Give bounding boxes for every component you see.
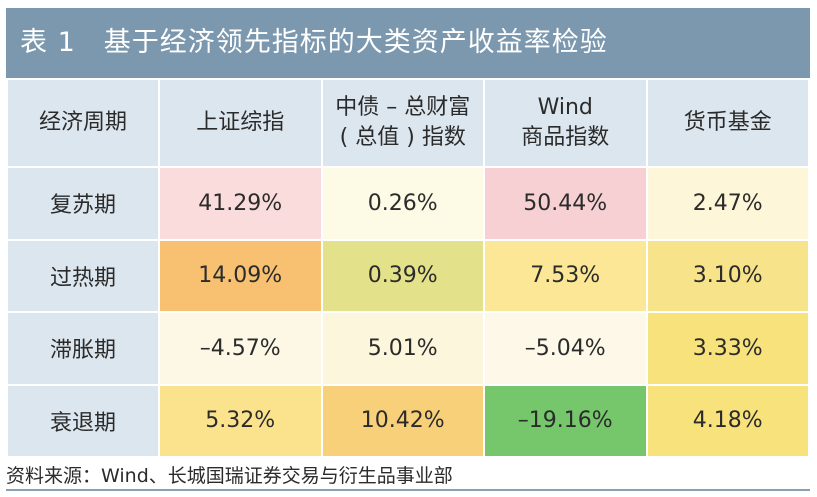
header-money-fund: 货币基金	[647, 80, 808, 166]
table-cell: 2.47%	[647, 168, 808, 239]
table-cell: –4.57%	[160, 313, 321, 384]
header-chinabond-index: 中债 – 总财富 ( 总值 ) 指数	[322, 80, 483, 166]
source-note: 资料来源：Wind、长城国瑞证券交易与衍生品事业部	[6, 465, 453, 487]
table-cell: 7.53%	[485, 240, 646, 311]
table-cell: 10.42%	[322, 385, 483, 456]
table-row: 过热期 14.09% 0.39% 7.53% 3.10%	[8, 240, 808, 311]
table-cell: 14.09%	[160, 240, 321, 311]
table-cell: 5.32%	[160, 385, 321, 456]
header-chinabond-line2: ( 总值 ) 指数	[339, 125, 466, 150]
header-wind-line1: Wind	[537, 95, 593, 120]
table-row: 复苏期 41.29% 0.26% 50.44% 2.47%	[8, 168, 808, 239]
table-cell: 4.18%	[647, 385, 808, 456]
table-cell: 5.01%	[322, 313, 483, 384]
table-cell: 0.39%	[322, 240, 483, 311]
row-phase-label: 滞胀期	[8, 313, 158, 384]
header-wind-commodity: Wind 商品指数	[485, 80, 646, 166]
table-cell: 3.33%	[647, 313, 808, 384]
table-cell: –19.16%	[485, 385, 646, 456]
bottom-divider	[6, 489, 810, 491]
row-phase-label: 衰退期	[8, 385, 158, 456]
table-row: 衰退期 5.32% 10.42% –19.16% 4.18%	[8, 385, 808, 456]
table-cell: 0.26%	[322, 168, 483, 239]
row-phase-label: 过热期	[8, 240, 158, 311]
row-phase-label: 复苏期	[8, 168, 158, 239]
table-cell: 50.44%	[485, 168, 646, 239]
header-shanghai-composite: 上证综指	[160, 80, 321, 166]
header-chinabond-line1: 中债 – 总财富	[335, 95, 471, 120]
table-cell: –5.04%	[485, 313, 646, 384]
header-wind-line2: 商品指数	[521, 125, 610, 150]
table-row: 滞胀期 –4.57% 5.01% –5.04% 3.33%	[8, 313, 808, 384]
returns-table: 经济周期 上证综指 中债 – 总财富 ( 总值 ) 指数 Wind 商品指数 货…	[6, 78, 810, 458]
table-title: 表 1 基于经济领先指标的大类资产收益率检验	[6, 8, 810, 78]
table-cell: 41.29%	[160, 168, 321, 239]
header-economic-cycle: 经济周期	[8, 80, 158, 166]
header-row: 经济周期 上证综指 中债 – 总财富 ( 总值 ) 指数 Wind 商品指数 货…	[8, 80, 808, 166]
table-cell: 3.10%	[647, 240, 808, 311]
